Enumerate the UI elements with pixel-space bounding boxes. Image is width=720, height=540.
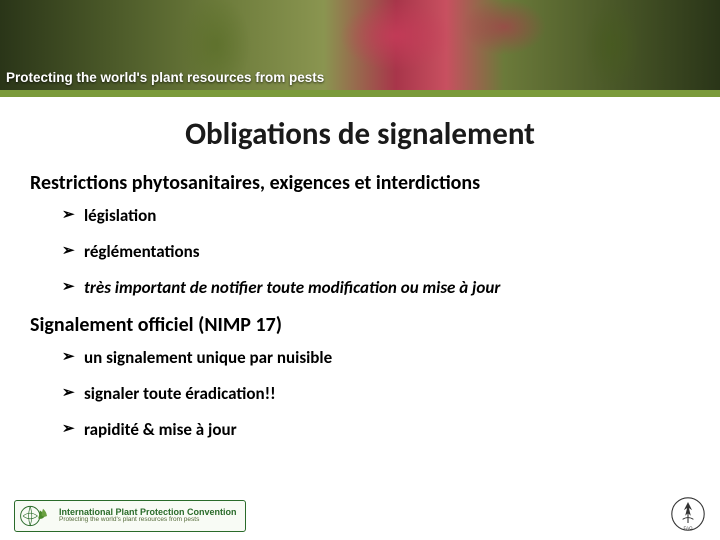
bullet-text: un signalement unique par nuisible (84, 347, 332, 368)
fao-logo-icon: FAO (670, 496, 706, 532)
ippc-badge: International Plant Protection Conventio… (14, 500, 246, 532)
section1-heading: Restrictions phytosanitaires, exigences … (30, 171, 690, 195)
section1-list: législation réglémentations très importa… (30, 205, 690, 298)
bullet-text: réglémentations (84, 241, 200, 262)
list-item: réglémentations (62, 241, 690, 262)
accent-strip (0, 90, 720, 97)
bullet-text: signaler toute éradication!! (84, 383, 276, 404)
list-item: législation (62, 205, 690, 226)
banner-tagline: Protecting the world's plant resources f… (0, 65, 336, 90)
section2-list: un signalement unique par nuisible signa… (30, 347, 690, 440)
svg-text:FAO: FAO (683, 525, 693, 530)
ippc-logo-icon (19, 504, 51, 528)
header-banner: Protecting the world's plant resources f… (0, 0, 720, 90)
bullet-text: législation (84, 205, 156, 226)
list-item: très important de notifier toute modific… (62, 277, 690, 298)
section2-heading: Signalement officiel (NIMP 17) (30, 313, 690, 337)
list-item: signaler toute éradication!! (62, 383, 690, 404)
list-item: un signalement unique par nuisible (62, 347, 690, 368)
bullet-text: rapidité & mise à jour (84, 419, 237, 440)
footer: International Plant Protection Conventio… (0, 496, 720, 532)
org-tagline: Protecting the world's plant resources f… (59, 517, 237, 524)
list-item: rapidité & mise à jour (62, 419, 690, 440)
bullet-text: très important de notifier toute modific… (84, 277, 500, 298)
slide-title: Obligations de signalement (30, 115, 690, 153)
ippc-text: International Plant Protection Conventio… (59, 508, 237, 524)
slide-content: Obligations de signalement Restrictions … (0, 97, 720, 440)
